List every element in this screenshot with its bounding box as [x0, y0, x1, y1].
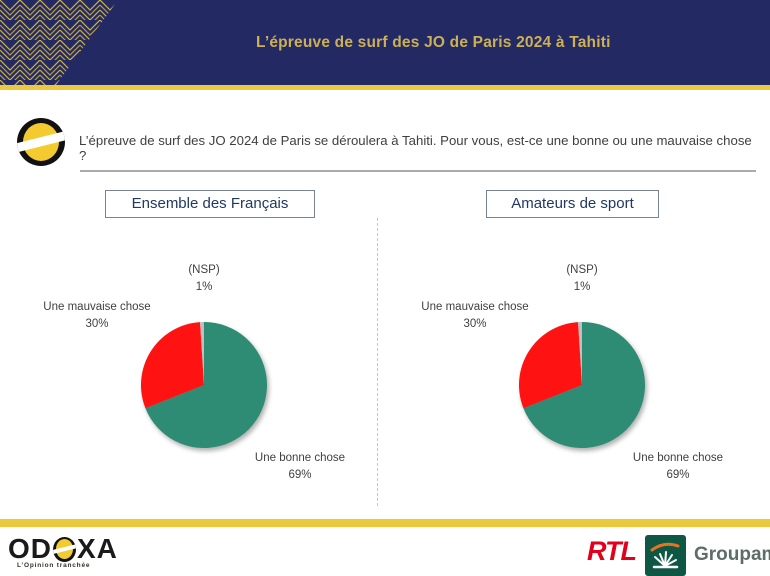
pie-slice	[523, 322, 645, 448]
bottom-gold-bar	[0, 519, 770, 527]
label-bonne-right: Une bonne chose 69%	[598, 450, 758, 484]
rtl-logo: RTL	[587, 536, 637, 566]
groupama-glyph	[650, 542, 680, 569]
groupama-logo-icon	[645, 535, 686, 576]
label-mauvaise-right: Une mauvaise chose 30%	[395, 299, 555, 333]
herringbone-pattern-decoration	[0, 0, 118, 85]
banner: L’épreuve de surf des JO de Paris 2024 à…	[0, 0, 770, 85]
label-text: (NSP)	[188, 264, 220, 276]
pie-chart-amateurs	[518, 321, 645, 448]
label-value: 30%	[85, 318, 109, 330]
pie-slice	[200, 321, 204, 385]
question-divider-line	[80, 170, 756, 172]
label-value: 1%	[195, 281, 213, 293]
panel-header-amateurs: Amateurs de sport	[486, 190, 659, 218]
page-title: L’épreuve de surf des JO de Paris 2024 à…	[256, 34, 611, 51]
label-text: (NSP)	[566, 264, 598, 276]
odoxa-logo: OD XA	[8, 533, 118, 565]
odoxa-logo-o-icon	[53, 536, 76, 562]
pie-slice	[145, 322, 267, 448]
survey-question: L’épreuve de surf des JO 2024 de Paris s…	[79, 133, 752, 163]
label-bonne-left: Une bonne chose 69%	[220, 450, 380, 484]
odoxa-tagline: L’Opinion tranchée	[17, 562, 91, 569]
odoxa-logo-text-right: XA	[77, 533, 118, 564]
label-mauvaise-left: Une mauvaise chose 30%	[17, 299, 177, 333]
panel-header-ensemble: Ensemble des Français	[105, 190, 315, 218]
pie-slice	[140, 322, 204, 409]
label-value: 30%	[463, 318, 487, 330]
label-nsp-left: (NSP) 1%	[124, 262, 284, 296]
label-value: 69%	[666, 469, 690, 481]
center-dashed-divider	[377, 218, 378, 506]
label-text: Une bonne chose	[254, 452, 346, 464]
odoxa-logo-text-left: OD	[8, 533, 52, 564]
pie-chart-ensemble	[140, 321, 267, 448]
groupama-logo-text: Groupama	[694, 544, 770, 565]
banner-gold-underline	[0, 85, 770, 90]
pie-slice	[518, 322, 582, 409]
label-text: Une bonne chose	[632, 452, 724, 464]
odoxa-mark-icon	[17, 118, 65, 166]
label-nsp-right: (NSP) 1%	[502, 262, 662, 296]
label-text: Une mauvaise chose	[43, 301, 151, 313]
label-value: 69%	[288, 469, 312, 481]
label-value: 1%	[573, 281, 591, 293]
label-text: Une mauvaise chose	[421, 301, 529, 313]
pie-slice	[578, 321, 582, 385]
